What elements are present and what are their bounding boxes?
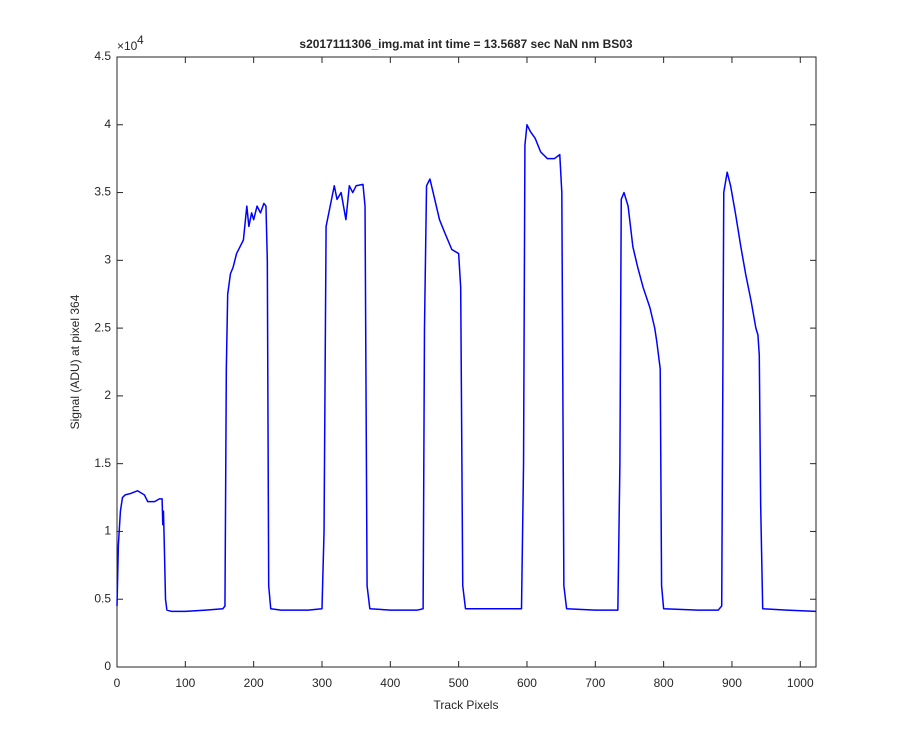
x-tick-label: 400 — [380, 676, 400, 690]
x-tick-label: 800 — [654, 676, 674, 690]
y-tick-label: 4.5 — [94, 49, 111, 63]
x-axis-label: Track Pixels — [434, 698, 499, 712]
y-tick-label: 0.5 — [94, 591, 111, 605]
y-tick-label: 4 — [104, 117, 111, 131]
x-tick-label: 100 — [175, 676, 195, 690]
x-tick-label: 1000 — [787, 676, 814, 690]
signal-line — [116, 124, 817, 613]
x-tick-label: 500 — [449, 676, 469, 690]
x-tick-label: 700 — [585, 676, 605, 690]
y-tick-label: 1 — [104, 524, 111, 538]
y-tick-label: 2.5 — [94, 320, 111, 334]
y-tick-label: 3 — [104, 253, 111, 267]
y-scale-power: 4 — [137, 33, 144, 47]
y-tick-label: 0 — [104, 659, 111, 673]
y-tick-label: 1.5 — [94, 456, 111, 470]
chart-title: s2017111306_img.mat int time = 13.5687 s… — [299, 37, 633, 51]
y-axis-label: Signal (ADU) at pixel 364 — [68, 294, 82, 429]
x-tick-label: 600 — [517, 676, 537, 690]
x-tick-label: 900 — [722, 676, 742, 690]
x-tick-label: 300 — [312, 676, 332, 690]
x-tick-label: 0 — [114, 676, 121, 690]
y-tick-label: 3.5 — [94, 185, 111, 199]
plot-area — [116, 56, 817, 668]
y-tick-label: 2 — [104, 388, 111, 402]
y-scale-base: ×10 — [117, 39, 138, 53]
x-tick-label: 200 — [244, 676, 264, 690]
